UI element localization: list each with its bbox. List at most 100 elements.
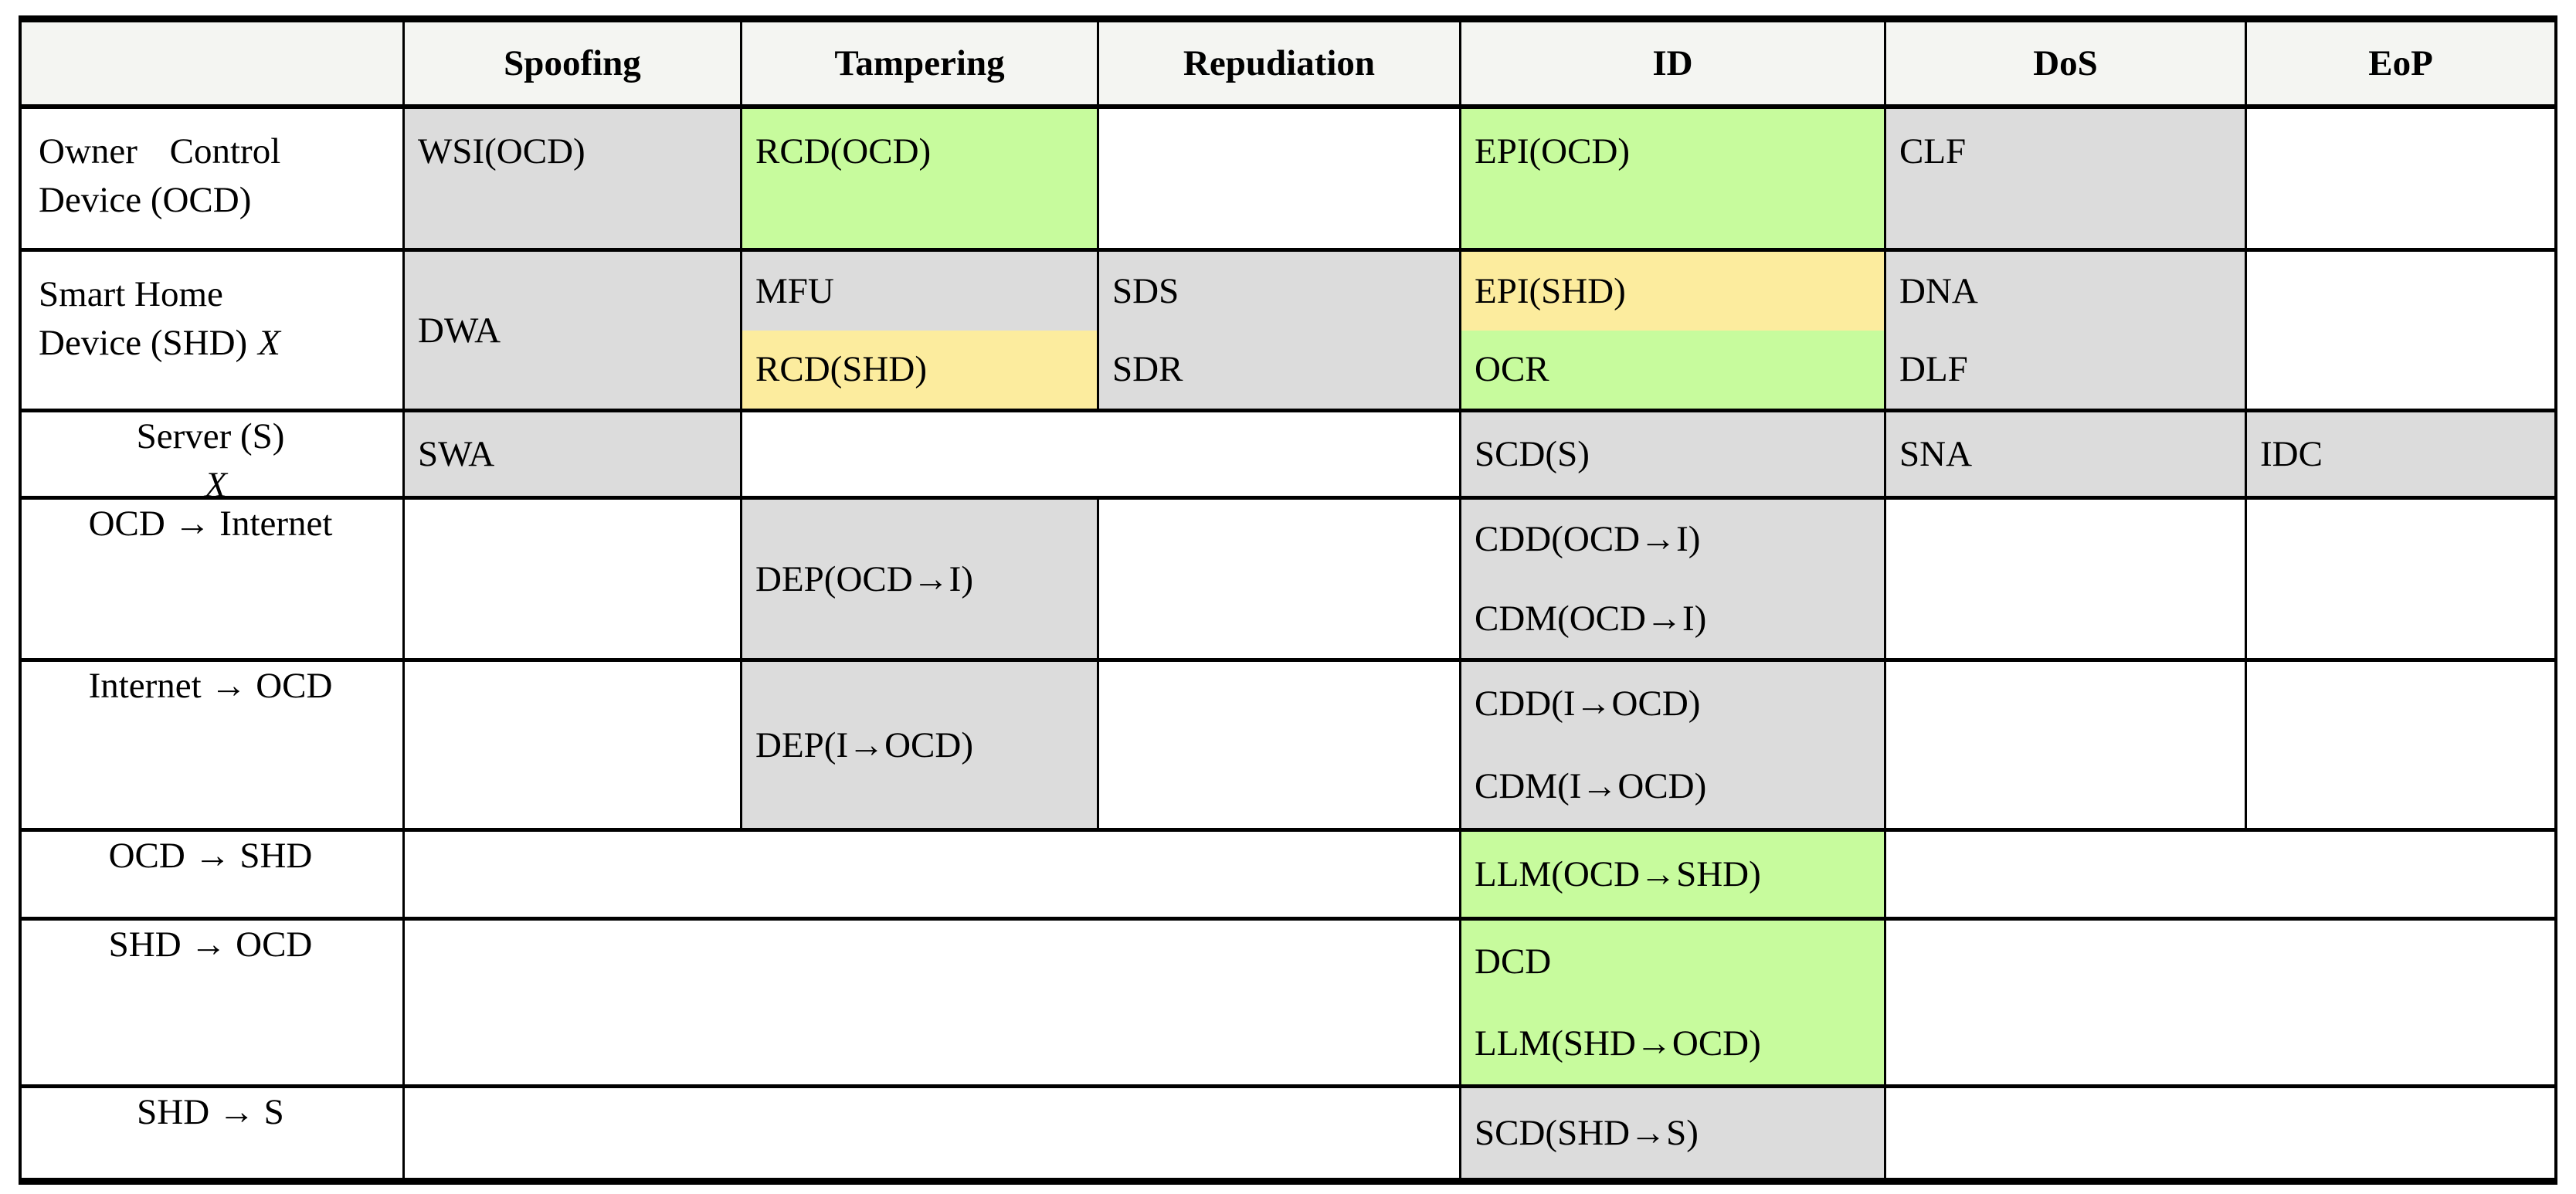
- stride-threat-table: Spoofing Tampering Repudiation ID DoS Eo…: [19, 15, 2557, 1185]
- cell-shd-repudiation: SDS SDR: [1099, 252, 1461, 409]
- cell-shd-ocd-spoofing-tampering-repudiation: [405, 921, 1461, 1084]
- column-header-id: ID: [1461, 22, 1886, 104]
- cell-server-tampering-repudiation: [742, 412, 1461, 496]
- threat-entry: EPI(SHD): [1461, 252, 1884, 331]
- cell-shd-dos: DNA DLF: [1886, 252, 2247, 409]
- column-header-tampering: Tampering: [742, 22, 1099, 104]
- threat-entry: CDD(OCD→I): [1461, 500, 1884, 579]
- cell-shd-tampering: MFU RCD(SHD): [742, 252, 1099, 409]
- table-row-internet-ocd: Internet → OCD DEP(I→OCD) CDD(I→OCD) CDM…: [22, 662, 2554, 832]
- table-row-server: Server (S) X SWA SCD(S) SNA IDC: [22, 412, 2554, 500]
- threat-entry: [1886, 500, 2245, 658]
- column-header-dos: DoS: [1886, 22, 2247, 104]
- threat-entry: CDM(I→OCD): [1461, 745, 1884, 828]
- threat-entry: CDM(OCD→I): [1461, 578, 1884, 658]
- threat-entry: SNA: [1886, 412, 2245, 496]
- cell-shd-id: EPI(SHD) OCR: [1461, 252, 1886, 409]
- table-row-shd-ocd: SHD → OCD DCD LLM(SHD→OCD): [22, 921, 2554, 1088]
- table-row-ocd-shd: OCD → SHD LLM(OCD→SHD): [22, 832, 2554, 921]
- threat-entry: [2247, 109, 2554, 248]
- row-label-ocd-shd: OCD → SHD: [22, 832, 405, 917]
- cell-internet-ocd-dos: [1886, 662, 2247, 828]
- table-row-ocd: Owner Control Device (OCD) WSI(OCD) RCD(…: [22, 109, 2554, 252]
- threat-entry: MFU: [742, 252, 1097, 331]
- threat-entry: DLF: [1886, 330, 2245, 409]
- threat-entry: RCD(SHD): [742, 330, 1097, 409]
- cell-ocd-repudiation: [1099, 109, 1461, 248]
- cell-internet-ocd-spoofing: [405, 662, 742, 828]
- threat-entry: DEP(OCD→I): [742, 500, 1097, 658]
- threat-entry: LLM(SHD→OCD): [1461, 1002, 1884, 1084]
- column-header-repudiation: Repudiation: [1099, 22, 1461, 104]
- threat-entry: [405, 1088, 1459, 1178]
- cell-ocd-shd-dos-eop: [1886, 832, 2554, 917]
- cell-ocd-shd-id: LLM(OCD→SHD): [1461, 832, 1886, 917]
- threat-entry: SCD(SHD→S): [1461, 1088, 1884, 1178]
- cell-shd-s-dos-eop: [1886, 1088, 2554, 1178]
- row-label-ocd-internet: OCD → Internet: [22, 500, 405, 658]
- row-label-line: Device (OCD): [39, 180, 252, 220]
- threat-entry: [2247, 662, 2554, 828]
- cell-internet-ocd-id: CDD(I→OCD) CDM(I→OCD): [1461, 662, 1886, 828]
- cell-shd-ocd-dos-eop: [1886, 921, 2554, 1084]
- cell-ocd-internet-dos: [1886, 500, 2247, 658]
- threat-entry: EPI(OCD): [1461, 109, 1884, 248]
- cell-ocd-id: EPI(OCD): [1461, 109, 1886, 248]
- row-label-line: Smart Home: [39, 274, 223, 314]
- threat-entry: IDC: [2247, 412, 2554, 496]
- column-header-spoofing: Spoofing: [405, 22, 742, 104]
- threat-entry: SDS: [1099, 252, 1459, 331]
- cell-shd-spoofing: DWA: [405, 252, 742, 409]
- column-header-eop: EoP: [2368, 43, 2433, 83]
- threat-entry: SWA: [405, 412, 740, 496]
- threat-entry: [1886, 662, 2245, 828]
- threat-entry: RCD(OCD): [742, 109, 1097, 248]
- cell-ocd-eop: [2247, 109, 2554, 248]
- threat-entry: [2247, 252, 2554, 409]
- row-label-internet-ocd: Internet → OCD: [22, 662, 405, 828]
- threat-entry: [1099, 500, 1459, 658]
- threat-entry: [1886, 1088, 2554, 1178]
- cell-server-eop: IDC: [2247, 412, 2554, 496]
- cell-server-id: SCD(S): [1461, 412, 1886, 496]
- row-label-shd-s: SHD → S: [22, 1088, 405, 1178]
- threat-entry: [1099, 109, 1459, 248]
- row-label-variable: X: [205, 465, 227, 496]
- threat-entry: [405, 500, 740, 658]
- threat-entry: SDR: [1099, 330, 1459, 409]
- cell-shd-s-id: SCD(SHD→S): [1461, 1088, 1886, 1178]
- table-row-shd-s: SHD → S SCD(SHD→S): [22, 1088, 2554, 1178]
- threat-entry: CDD(I→OCD): [1461, 662, 1884, 745]
- threat-entry: CLF: [1886, 109, 2245, 248]
- threat-entry: SCD(S): [1461, 412, 1884, 496]
- row-label-shd-ocd: SHD → OCD: [22, 921, 405, 1084]
- cell-ocd-tampering: RCD(OCD): [742, 109, 1099, 248]
- cell-ocd-spoofing: WSI(OCD): [405, 109, 742, 248]
- row-label-ocd: Owner Control Device (OCD): [22, 109, 405, 248]
- cell-shd-ocd-id: DCD LLM(SHD→OCD): [1461, 921, 1886, 1084]
- column-header-corner: [22, 22, 405, 104]
- header-row: Spoofing Tampering Repudiation ID DoS Eo…: [22, 22, 2554, 109]
- table-row-ocd-internet: OCD → Internet DEP(OCD→I) CDD(OCD→I) CDM…: [22, 500, 2554, 662]
- row-label-server: Server (S) X: [22, 412, 405, 496]
- cell-internet-ocd-tampering: DEP(I→OCD): [742, 662, 1099, 828]
- cell-ocd-internet-id: CDD(OCD→I) CDM(OCD→I): [1461, 500, 1886, 658]
- cell-ocd-internet-tampering: DEP(OCD→I): [742, 500, 1099, 658]
- threat-entry: [742, 412, 1459, 496]
- row-label-line: Owner Control: [39, 131, 281, 171]
- threat-entry: DEP(I→OCD): [742, 662, 1097, 828]
- threat-entry: [405, 662, 740, 828]
- row-label-shd: Smart Home Device (SHD) X: [22, 252, 405, 409]
- cell-ocd-internet-eop: [2247, 500, 2554, 658]
- threat-entry: DNA: [1886, 252, 2245, 331]
- cell-internet-ocd-eop: [2247, 662, 2554, 828]
- cell-ocd-dos: CLF: [1886, 109, 2247, 248]
- row-label-line: Device (SHD) X: [39, 323, 280, 363]
- cell-ocd-internet-repudiation: [1099, 500, 1461, 658]
- threat-entry: WSI(OCD): [405, 109, 740, 248]
- row-label-variable: X: [258, 323, 280, 363]
- threat-entry: DWA: [405, 252, 740, 409]
- threat-entry: OCR: [1461, 330, 1884, 409]
- table-row-shd: Smart Home Device (SHD) X DWA MFU RCD(SHD…: [22, 252, 2554, 412]
- cell-ocd-shd-spoofing-tampering-repudiation: [405, 832, 1461, 917]
